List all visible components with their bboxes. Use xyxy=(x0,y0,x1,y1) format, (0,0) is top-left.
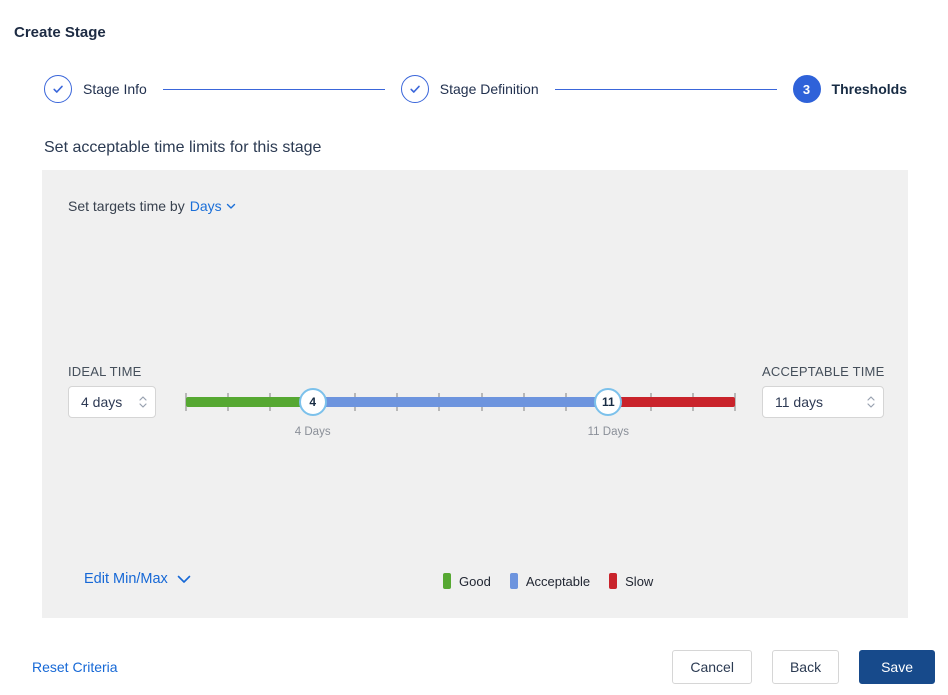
chevron-down-icon xyxy=(226,203,235,209)
acceptable-handle-caption: 11 Days xyxy=(587,426,629,438)
thresholds-panel: Set targets time by Days IDEAL TIME 4 11… xyxy=(42,170,908,618)
ideal-handle-caption: 4 Days xyxy=(294,426,331,438)
check-circle-icon xyxy=(400,75,429,103)
ideal-time-input-wrap xyxy=(68,386,156,418)
acceptable-slider-handle[interactable]: 11 xyxy=(594,388,623,416)
slider-segment-slow xyxy=(608,397,735,407)
step-stage-info[interactable]: Stage Info xyxy=(44,75,147,103)
footer-buttons: Cancel Back Save xyxy=(672,650,935,684)
legend-item-slow: Slow xyxy=(609,573,653,589)
page-title: Create Stage xyxy=(14,24,106,41)
slow-swatch xyxy=(609,573,618,589)
legend-item-acceptable: Acceptable xyxy=(509,573,591,589)
acceptable-time-input[interactable] xyxy=(775,394,867,410)
slider-tick xyxy=(734,393,736,411)
legend-label: Good xyxy=(459,573,491,589)
check-circle-icon xyxy=(44,75,72,103)
step-stage-definition[interactable]: Stage Definition xyxy=(400,75,539,103)
chevron-down-icon xyxy=(867,403,875,408)
threshold-slider: 4 11 4 Days 11 Days xyxy=(185,384,736,444)
chevron-up-icon xyxy=(867,396,875,401)
legend-label: Acceptable xyxy=(525,573,591,589)
ideal-time-label: IDEAL TIME xyxy=(68,364,142,379)
legend: Good Acceptable Slow xyxy=(443,573,653,589)
ideal-slider-handle[interactable]: 4 xyxy=(298,388,327,416)
good-swatch xyxy=(443,573,451,589)
edit-minmax-label: Edit Min/Max xyxy=(84,571,168,587)
chevron-up-icon xyxy=(139,396,147,401)
acceptable-swatch xyxy=(509,573,518,589)
stepper-connector xyxy=(554,88,777,90)
section-heading: Set acceptable time limits for this stag… xyxy=(44,139,322,156)
stepper-arrows[interactable] xyxy=(139,396,147,408)
step-number-badge: 3 xyxy=(792,75,821,103)
targets-time-label: Set targets time by xyxy=(68,198,185,214)
cancel-button[interactable]: Cancel xyxy=(672,650,752,684)
stepper-connector xyxy=(162,88,385,90)
check-icon xyxy=(53,85,63,93)
targets-time-row: Set targets time by Days xyxy=(68,198,236,214)
chevron-down-icon xyxy=(177,575,191,583)
acceptable-time-label: ACCEPTABLE TIME xyxy=(762,364,885,379)
legend-item-good: Good xyxy=(443,573,491,589)
back-button[interactable]: Back xyxy=(771,650,840,684)
step-label: Stage Definition xyxy=(439,81,539,97)
save-button[interactable]: Save xyxy=(859,650,935,684)
reset-criteria-link[interactable]: Reset Criteria xyxy=(32,659,118,675)
legend-label: Slow xyxy=(625,573,654,589)
stepper-arrows[interactable] xyxy=(867,396,875,408)
stepper: Stage Info Stage Definition 3 Thresholds xyxy=(44,75,907,103)
acceptable-time-input-wrap xyxy=(762,386,884,418)
edit-minmax-link[interactable]: Edit Min/Max xyxy=(84,571,191,587)
slider-segment-acceptable xyxy=(312,397,609,407)
slider-segment-good xyxy=(186,397,313,407)
step-label: Thresholds xyxy=(831,81,908,97)
step-thresholds[interactable]: 3 Thresholds xyxy=(792,75,908,103)
unit-dropdown-value: Days xyxy=(189,198,222,214)
ideal-time-input[interactable] xyxy=(81,394,139,410)
unit-dropdown[interactable]: Days xyxy=(190,198,236,214)
check-icon xyxy=(410,85,420,93)
step-label: Stage Info xyxy=(83,81,147,97)
chevron-down-icon xyxy=(139,403,147,408)
